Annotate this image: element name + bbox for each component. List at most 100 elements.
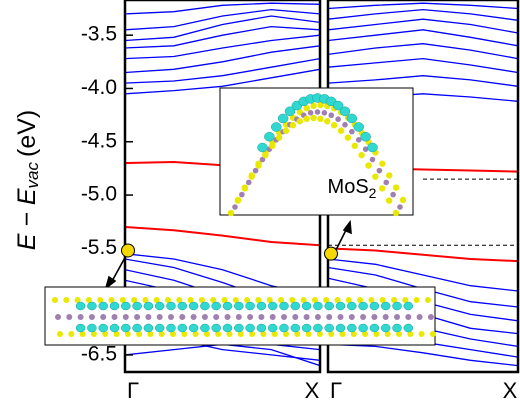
arrow-head <box>342 219 352 235</box>
atom-s <box>357 297 364 303</box>
atom-s <box>344 134 352 141</box>
atom-s <box>385 197 393 204</box>
atom-s <box>241 185 248 192</box>
atom-mo <box>122 314 129 320</box>
orbital <box>211 301 221 311</box>
atom-mo <box>355 137 362 143</box>
orbital <box>403 323 414 333</box>
band <box>328 29 518 47</box>
orbital <box>301 323 312 333</box>
atom-s <box>345 297 352 303</box>
orbital <box>234 301 244 311</box>
orbital <box>98 301 108 311</box>
state-marker <box>121 243 135 258</box>
atom-mo <box>88 314 95 320</box>
atom-mo <box>245 179 252 186</box>
atom-s <box>289 122 297 129</box>
atom-s <box>303 105 310 112</box>
atom-mo <box>321 110 328 116</box>
orbital <box>188 301 199 311</box>
atom-s <box>337 127 345 134</box>
band <box>328 8 518 21</box>
orbital <box>132 301 142 311</box>
atom-mo <box>349 128 355 135</box>
band <box>328 258 518 292</box>
atom-s <box>203 331 210 337</box>
orbital <box>177 323 188 333</box>
atom-s <box>255 162 262 169</box>
orbital <box>75 301 86 311</box>
atom-mo <box>342 121 348 128</box>
atom-s <box>215 331 222 337</box>
orbital <box>369 323 380 333</box>
band <box>125 45 320 74</box>
inset-structure-bent <box>219 87 414 217</box>
atom-s <box>323 297 330 303</box>
inset-structure-flat <box>44 286 436 346</box>
orbital <box>367 142 378 153</box>
state-marker <box>324 246 338 261</box>
orbital <box>403 301 414 311</box>
atom-s <box>402 297 409 303</box>
atom-s <box>97 297 104 303</box>
orbital <box>290 323 301 333</box>
y-tick-label: -6.5 <box>81 342 117 365</box>
atom-s <box>413 297 420 303</box>
orbital <box>271 122 282 132</box>
inset-label-sub: 2 <box>369 185 377 201</box>
orbital <box>290 301 301 311</box>
x-tick-label: Γ <box>330 378 342 403</box>
atom-s <box>119 297 126 303</box>
atom-s <box>289 297 296 303</box>
orbital <box>188 323 199 333</box>
panel-bands <box>328 2 518 367</box>
atom-s <box>198 297 205 303</box>
orbital <box>347 323 357 333</box>
y-label-main: E − E <box>13 188 41 250</box>
atom-s <box>248 173 255 180</box>
orbital <box>324 301 334 311</box>
atom-s <box>362 331 369 337</box>
atom-s <box>232 297 239 303</box>
y-axis-label: E − Evac (eV) <box>13 110 43 251</box>
orbital <box>369 301 380 311</box>
orbital <box>121 301 131 311</box>
atom-mo <box>179 314 186 320</box>
atom-mo <box>77 314 84 320</box>
atom-mo <box>292 314 299 320</box>
orbital <box>346 113 358 124</box>
atom-s <box>52 297 58 303</box>
inset-label: MoS2 <box>328 176 377 200</box>
y-tick-label: -5.5 <box>81 236 117 259</box>
atom-s <box>429 331 436 337</box>
atom-mo <box>427 314 434 320</box>
orbital <box>256 323 267 333</box>
atom-mo <box>383 179 390 186</box>
atom-s <box>192 331 199 337</box>
atom-s <box>334 297 341 303</box>
atom-s <box>282 127 290 134</box>
y-tick-label: -4.0 <box>81 76 117 99</box>
band <box>328 43 518 60</box>
atom-mo <box>369 156 376 163</box>
y-label-sub: vac <box>23 161 42 188</box>
atom-mo <box>134 314 141 320</box>
orbital <box>347 301 357 311</box>
atom-s <box>79 331 86 337</box>
atom-s <box>391 297 397 303</box>
atom-s <box>392 209 400 217</box>
atom-s <box>271 331 278 337</box>
band <box>328 57 518 74</box>
atom-s <box>310 114 317 122</box>
atom-s <box>328 331 335 337</box>
atom-mo <box>247 314 254 320</box>
atom-s <box>102 331 109 337</box>
atom-s <box>351 142 358 150</box>
orbital <box>87 301 97 311</box>
orbital <box>222 301 233 311</box>
orbital <box>166 323 176 333</box>
band <box>125 68 320 95</box>
atom-s <box>324 118 331 125</box>
atom-s <box>310 102 317 110</box>
inset-frame <box>219 87 414 216</box>
